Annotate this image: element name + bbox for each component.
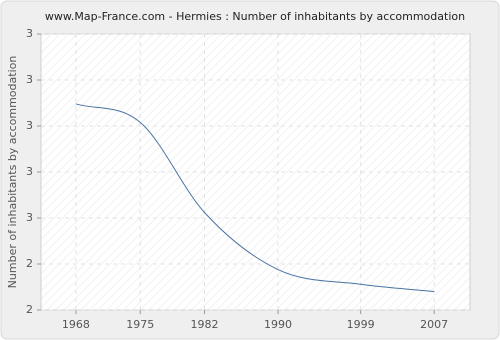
x-tick-label: 1982 [191, 318, 219, 331]
x-tick-label: 1975 [126, 318, 154, 331]
x-tick-label: 1990 [264, 318, 292, 331]
y-axis-label: Number of inhabitants by accommodation [6, 56, 19, 289]
plot-area [40, 33, 471, 311]
y-tick-label: 3 [26, 165, 33, 178]
series-line [75, 103, 435, 293]
y-tick-label: 3 [26, 119, 33, 132]
chart-title: www.Map-France.com - Hermies : Number of… [45, 10, 465, 23]
y-tick-label: 3 [26, 27, 33, 40]
x-tick-label: 1968 [62, 318, 90, 331]
y-tick-label: 3 [26, 73, 33, 86]
y-tick-label: 3 [26, 211, 33, 224]
y-tick-label: 2 [26, 303, 33, 316]
x-tick-label: 2007 [420, 318, 448, 331]
y-tick-label: 2 [26, 257, 33, 270]
x-tick-label: 1999 [347, 318, 375, 331]
